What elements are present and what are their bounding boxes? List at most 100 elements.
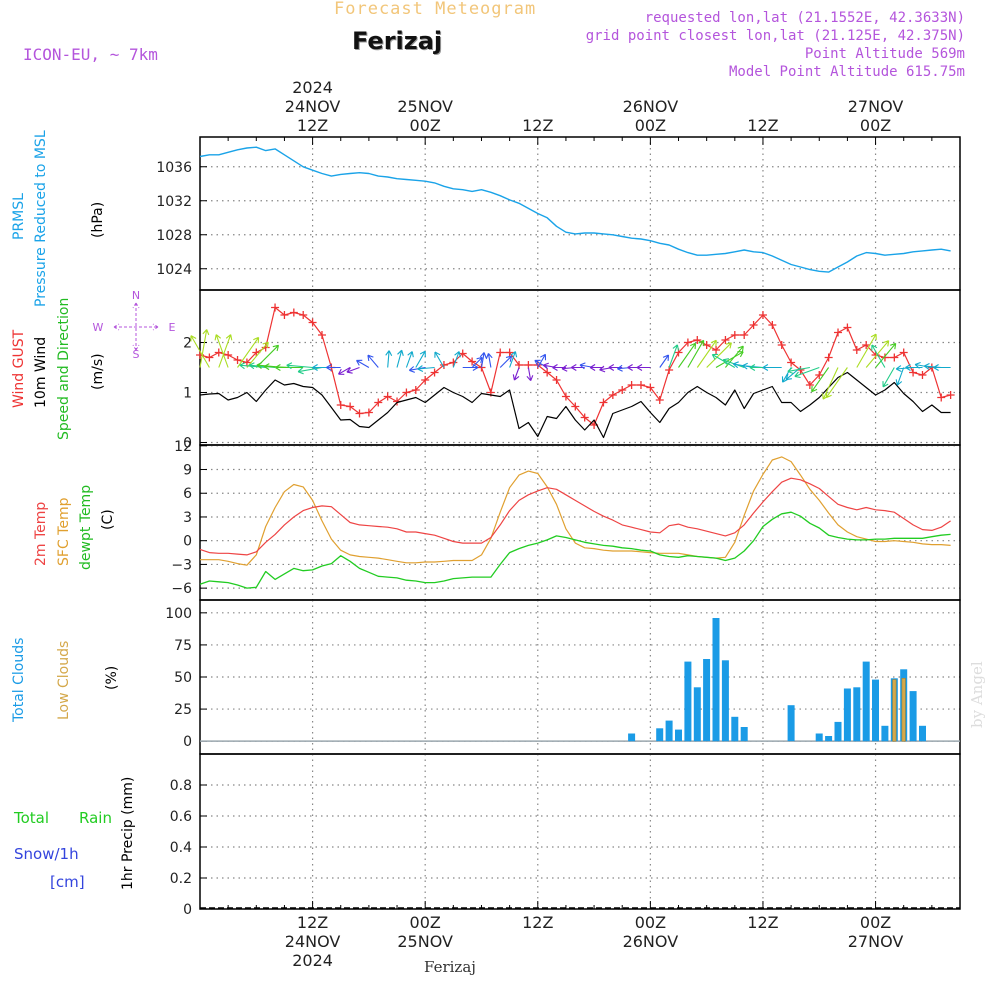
wind-direction-arrow (895, 367, 905, 386)
panel-frame (199, 444, 961, 601)
gust-marker (505, 348, 514, 357)
wind-direction-arrow (199, 329, 210, 368)
gust-marker (787, 358, 796, 367)
y-tick-label: 0.4 (170, 840, 192, 856)
gust-marker (852, 346, 861, 354)
total-cloud-bar (787, 705, 795, 742)
gust-marker (449, 358, 458, 367)
gust-marker (224, 351, 233, 359)
wind-direction-arrow (415, 350, 426, 368)
wind-direction-arrow (462, 364, 479, 371)
total-cloud-bar (843, 688, 851, 742)
gust-marker (749, 321, 758, 329)
wind-direction-arrow (825, 367, 848, 399)
wind-direction-arrow (882, 367, 895, 388)
total-cloud-bar (815, 733, 823, 742)
wind-direction-arrow (286, 362, 313, 370)
gust-marker (918, 371, 927, 379)
y-tick-label: −3 (171, 557, 192, 573)
time-label-bottom: 27NOV (848, 932, 904, 951)
compass-n: N (132, 289, 140, 302)
wind-direction-arrow (794, 366, 820, 379)
y-tick-label: 0.6 (170, 809, 192, 825)
time-label-bottom: 12Z (522, 913, 553, 932)
low-cloud-bar (901, 677, 906, 742)
time-label-bottom: 25NOV (397, 932, 453, 951)
sfc-temp-line (200, 456, 951, 566)
y-tick-label: 0 (183, 534, 192, 550)
gust-marker (233, 356, 242, 364)
gust-marker (636, 381, 645, 389)
y-tick-label: −6 (171, 581, 192, 597)
time-label-top: 00Z (635, 116, 666, 135)
wind-direction-arrow (914, 361, 932, 369)
time-label-top: 24NOV (285, 97, 341, 116)
footer-city: Ferizaj (424, 958, 476, 976)
wind-direction-arrow (237, 336, 260, 368)
wind-direction-arrow (297, 366, 323, 375)
model-label: ICON-EU, ~ 7km (23, 45, 158, 64)
time-label-bottom: 00Z (410, 913, 441, 932)
gust-marker (355, 409, 364, 418)
wind-direction-arrow (678, 342, 697, 368)
gust-marker (430, 368, 439, 377)
time-label-bottom: 2024 (292, 951, 333, 970)
gust-marker (768, 321, 777, 329)
wind-direction-arrow (338, 367, 351, 375)
wind-direction-arrow (218, 334, 233, 368)
gust-marker (693, 336, 702, 344)
gust-marker (552, 376, 561, 384)
wind-direction-arrow (636, 364, 651, 371)
time-label-bottom: 00Z (635, 913, 666, 932)
time-label-top: 12Z (297, 116, 328, 135)
model-altitude: Model Point Altitude 615.75m (728, 64, 965, 80)
wind-direction-arrow (452, 351, 461, 368)
wind-direction-arrow (408, 366, 426, 373)
total-cloud-bar (881, 725, 889, 742)
total-rain-label-b: Rain (79, 809, 112, 827)
y-tick-label: 6 (183, 486, 192, 502)
wind-direction-arrow (537, 353, 547, 368)
gust-marker (543, 368, 552, 377)
gust-marker (646, 383, 655, 392)
time-label-top: 00Z (860, 116, 891, 135)
total-cloud-bar (628, 733, 636, 742)
wind-direction-arrow (512, 367, 520, 381)
gust-marker (937, 393, 946, 402)
time-label-top: 2024 (292, 78, 333, 97)
total-cloud-bar (853, 687, 861, 742)
forecast-title: Forecast Meteogram (334, 0, 537, 19)
dewpt-line (199, 511, 951, 589)
requested-coords: requested lon,lat (21.1552E, 42.3633N) (644, 10, 965, 26)
total-cloud-bar (919, 725, 926, 742)
gust-marker (411, 386, 420, 394)
total-cloud-bar (862, 661, 870, 742)
time-label-bottom: 12Z (297, 913, 328, 932)
grid-point-coords: grid point closest lon,lat (21.125E, 42.… (585, 28, 965, 44)
wind-direction-arrow (706, 342, 732, 368)
wind-direction-arrow (933, 364, 951, 371)
total-cloud-bar (656, 728, 664, 742)
gust-marker (214, 348, 223, 357)
gust-marker (890, 353, 899, 362)
y-tick-label: 2 (183, 336, 192, 352)
wind-direction-arrow (875, 342, 897, 368)
total-cloud-bar (693, 687, 701, 742)
gust-marker (580, 413, 589, 422)
gust-marker (721, 336, 730, 344)
wind-direction-arrow (485, 353, 493, 368)
total-cloud-bar (872, 679, 879, 742)
wind-direction-arrow (434, 351, 445, 368)
total-cloud-bar (703, 659, 711, 742)
point-altitude: Point Altitude 569m (804, 46, 965, 62)
panel-frame (199, 753, 961, 910)
wind10-line (199, 371, 951, 439)
gust-marker (317, 331, 326, 339)
y-tick-label: 3 (183, 510, 192, 526)
wind-direction-arrow (346, 366, 360, 374)
time-label-top: 25NOV (397, 97, 453, 116)
gust-marker (599, 398, 608, 407)
wind-direction-arrow (687, 339, 705, 368)
gust-marker (899, 348, 908, 357)
